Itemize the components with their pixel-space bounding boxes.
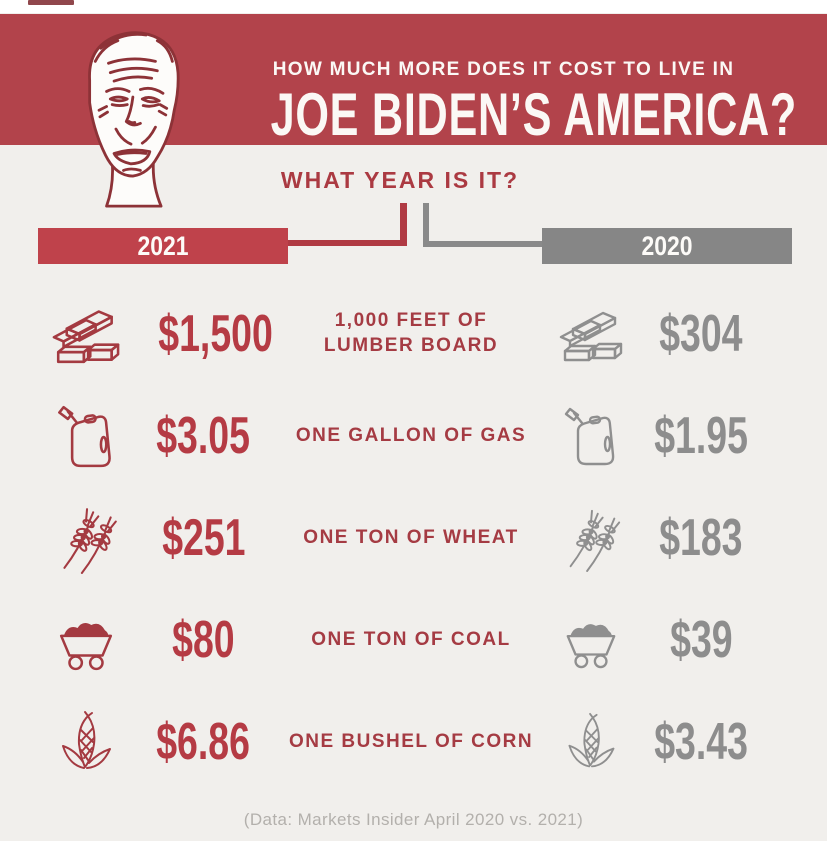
price-2020: $183 xyxy=(659,509,743,567)
coal-cart-icon-2021 xyxy=(36,609,136,671)
price-2020: $304 xyxy=(659,305,743,363)
price-2021: $80 xyxy=(172,611,235,669)
price-2021: $251 xyxy=(161,509,246,567)
header-subtitle: HOW MUCH MORE DOES IT COST TO LIVE IN xyxy=(272,59,735,80)
price-2021: $6.86 xyxy=(156,713,251,771)
price-2021: $1,500 xyxy=(158,305,273,363)
lumber-icon-2021 xyxy=(36,303,136,365)
bracket-line-2021-vertical xyxy=(400,203,407,246)
year-2020-label: 2020 xyxy=(641,231,693,261)
price-2021: $3.05 xyxy=(156,407,251,465)
row-gas: $3.05 ONE GALLON OF GAS $1.95 xyxy=(0,385,827,487)
bracket-line-2021-horizontal xyxy=(288,240,407,246)
item-label: ONE TON OF COAL xyxy=(311,628,511,650)
year-2021-bar: 2021 xyxy=(38,228,288,264)
coal-cart-icon-2020 xyxy=(551,611,631,669)
item-label: ONE GALLON OF GAS xyxy=(295,424,527,446)
corn-icon-2020 xyxy=(551,710,631,774)
corn-icon-2021 xyxy=(36,708,136,776)
wheat-icon-2020 xyxy=(551,504,631,572)
comparison-rows: $1,500 1,000 FEET OF LUMBER BOARD $304 $… xyxy=(0,283,827,793)
question-text: WHAT YEAR IS IT? xyxy=(280,167,520,193)
row-corn: $6.86 ONE BUSHEL OF CORN $3.43 xyxy=(0,691,827,793)
wheat-icon-2021 xyxy=(36,502,136,574)
header-titles: HOW MUCH MORE DOES IT COST TO LIVE IN JO… xyxy=(180,28,827,159)
bottom-margin-strip xyxy=(0,841,827,851)
gas-can-icon-2020 xyxy=(551,406,631,466)
row-wheat: $251 ONE TON OF WHEAT $183 xyxy=(0,487,827,589)
item-label: ONE TON OF WHEAT xyxy=(303,526,519,548)
gas-can-icon-2021 xyxy=(36,404,136,468)
joe-biden-portrait-illustration xyxy=(88,31,180,208)
price-2020: $39 xyxy=(669,611,733,669)
bracket-line-2020-horizontal xyxy=(426,241,543,247)
top-margin-strip xyxy=(0,0,827,13)
lumber-icon-2020 xyxy=(551,305,631,363)
page-title: JOE BIDEN’S AMERICA? xyxy=(270,81,798,148)
top-edge-artifact xyxy=(28,0,74,5)
year-2021-label: 2021 xyxy=(137,231,189,261)
year-2020-bar: 2020 xyxy=(542,228,792,264)
row-lumber: $1,500 1,000 FEET OF LUMBER BOARD $304 xyxy=(0,283,827,385)
item-label: ONE BUSHEL OF CORN xyxy=(288,730,534,752)
row-coal: $80 ONE TON OF COAL $39 xyxy=(0,589,827,691)
price-2020: $3.43 xyxy=(654,713,748,771)
bracket-line-2020-vertical xyxy=(423,203,429,247)
item-label: 1,000 FEET OF LUMBER BOARD xyxy=(323,310,499,356)
price-2020: $1.95 xyxy=(654,407,748,465)
data-source-note: (Data: Markets Insider April 2020 vs. 20… xyxy=(243,810,584,829)
